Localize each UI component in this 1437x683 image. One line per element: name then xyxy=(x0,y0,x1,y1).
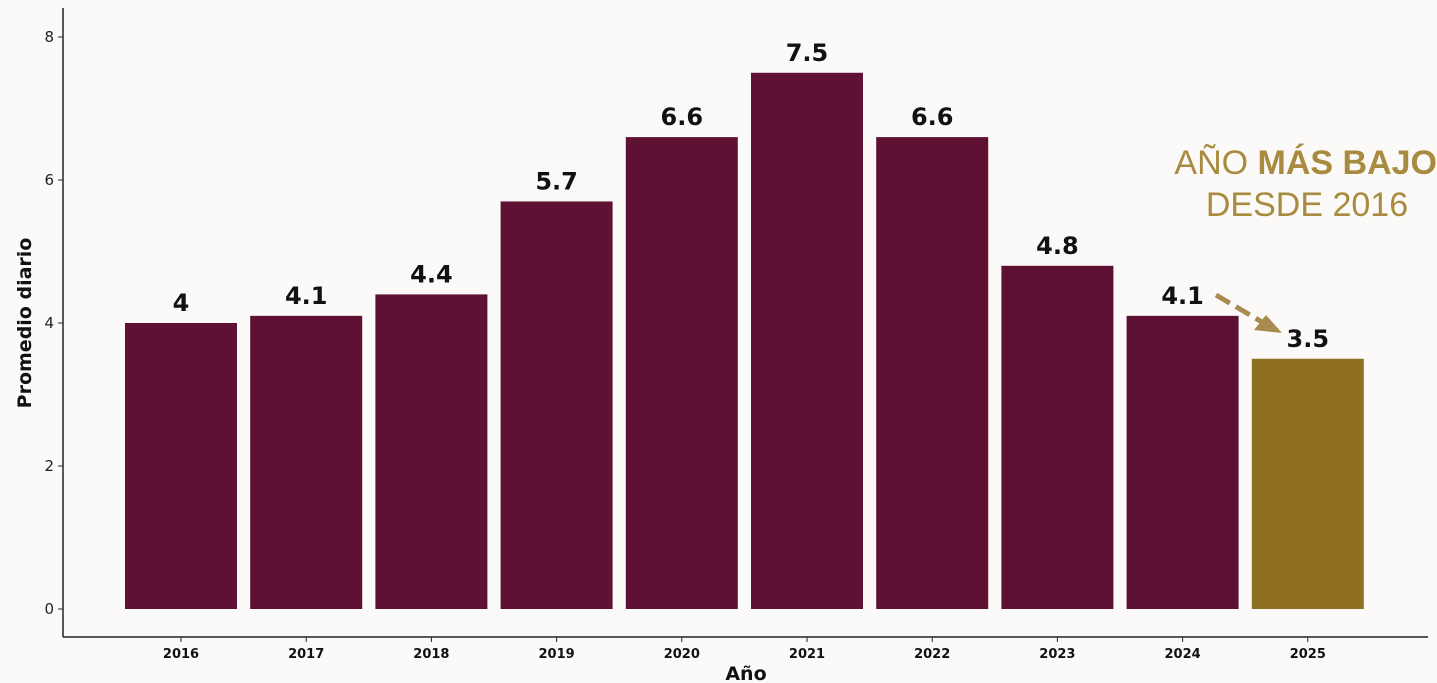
y-axis: 0 2 4 6 8 xyxy=(44,8,64,637)
x-tick-label-2025: 2025 xyxy=(1290,647,1326,662)
bar-2017 xyxy=(250,315,363,609)
data-label-2017: 4.1 xyxy=(285,282,328,310)
y-tick-label-0: 0 xyxy=(44,600,54,618)
bar-2022 xyxy=(876,137,989,609)
y-axis-title: Promedio diario xyxy=(14,238,36,409)
x-tick-label-2019: 2019 xyxy=(539,647,575,662)
data-label-2020: 6.6 xyxy=(661,103,704,131)
bar-2021 xyxy=(751,72,863,609)
callout-prefix: AÑO xyxy=(1174,144,1258,182)
x-tick-label-2022: 2022 xyxy=(914,647,950,662)
x-tick-label-2018: 2018 xyxy=(413,647,449,662)
x-tick-label-2017: 2017 xyxy=(288,647,324,662)
bar-2019 xyxy=(500,201,613,609)
data-label-2021: 7.5 xyxy=(786,39,829,67)
x-axis: 2016 2017 2018 2019 2020 2021 2022 2023 2024 2025 xyxy=(63,636,1428,662)
x-tick-label-2021: 2021 xyxy=(789,647,825,662)
y-tick-label-6: 6 xyxy=(44,171,54,189)
x-tick-label-2024: 2024 xyxy=(1165,647,1201,662)
data-label-2022: 6.6 xyxy=(911,103,954,131)
bar-2025 xyxy=(1251,358,1364,609)
x-tick-label-2020: 2020 xyxy=(664,647,700,662)
arrow-annotation-icon xyxy=(1214,292,1282,333)
data-label-2016: 4 xyxy=(173,289,190,317)
data-label-2018: 4.4 xyxy=(410,260,453,288)
x-tick-label-2016: 2016 xyxy=(163,647,199,662)
x-axis-title: Año xyxy=(725,663,766,683)
data-labels-group: 4 4.1 4.4 5.7 6.6 7.5 6.6 4.8 4.1 3.5 xyxy=(173,39,1329,353)
bars-group xyxy=(125,72,1364,609)
bar-2020 xyxy=(625,137,738,609)
callout-bold: MÁS BAJO xyxy=(1257,144,1437,182)
bar-2018 xyxy=(375,294,488,609)
data-label-2019: 5.7 xyxy=(535,167,578,195)
y-tick-label-2: 2 xyxy=(44,457,54,475)
data-label-2023: 4.8 xyxy=(1036,232,1079,260)
bar-2016 xyxy=(125,323,237,609)
x-tick-label-2023: 2023 xyxy=(1039,647,1075,662)
bar-2023 xyxy=(1001,265,1114,609)
data-label-2025: 3.5 xyxy=(1287,325,1330,353)
bar-2024 xyxy=(1126,315,1239,609)
y-tick-label-8: 8 xyxy=(44,28,54,46)
y-tick-label-4: 4 xyxy=(44,314,54,332)
lowest-year-callout: AÑO MÁS BAJO DESDE 2016 xyxy=(1137,142,1437,226)
data-label-2024: 4.1 xyxy=(1161,282,1204,310)
callout-line2: DESDE 2016 xyxy=(1205,186,1409,224)
